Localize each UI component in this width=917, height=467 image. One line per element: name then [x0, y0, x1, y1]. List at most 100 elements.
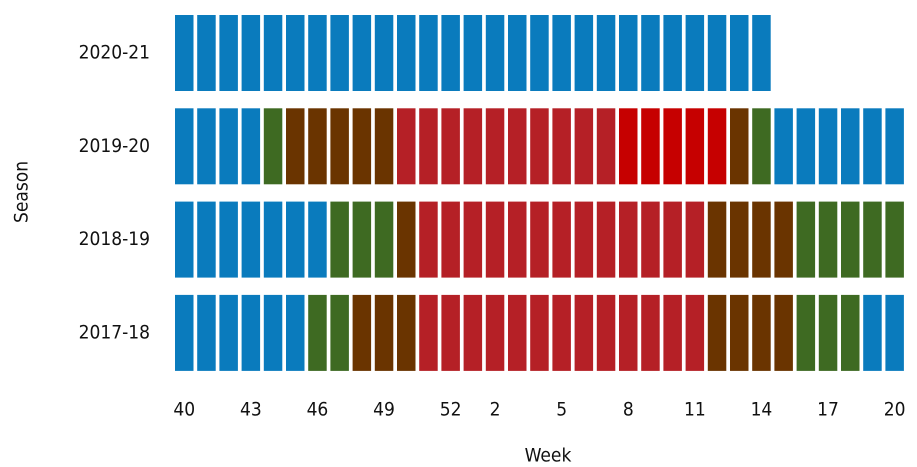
tile: [374, 15, 394, 91]
tile: [685, 15, 705, 91]
tile: [863, 294, 882, 371]
x-tick-label: 49: [373, 399, 395, 421]
x-axis-title: Week: [525, 445, 572, 467]
tile: [841, 294, 860, 371]
tile: [197, 201, 216, 278]
tile: [175, 15, 194, 91]
tile: [219, 201, 238, 278]
tile: [818, 201, 838, 278]
tile: [752, 294, 771, 371]
tile: [397, 201, 416, 278]
x-tick-label: 8: [623, 399, 634, 421]
tile: [374, 294, 394, 371]
tile: [663, 201, 682, 278]
tile: [175, 294, 194, 371]
tile: [463, 15, 483, 91]
tile: [441, 108, 460, 185]
tile: [286, 294, 305, 371]
tile: [330, 15, 349, 91]
tile: [485, 108, 505, 185]
x-tick-label: 2: [490, 399, 501, 421]
tile: [330, 201, 349, 278]
y-tick-label: 2020-21: [79, 42, 150, 64]
tile: [330, 108, 349, 185]
tile: [730, 201, 749, 278]
tile: [352, 201, 372, 278]
tile: [397, 294, 416, 371]
tile: [508, 15, 527, 91]
y-tick-label: 2018-19: [79, 228, 150, 250]
tile: [885, 294, 904, 371]
tile: [263, 201, 283, 278]
tile: [596, 294, 616, 371]
tile: [530, 294, 549, 371]
tile: [818, 294, 838, 371]
tile: [308, 108, 327, 185]
tile: [241, 15, 261, 91]
tile: [552, 294, 571, 371]
tile: [707, 15, 727, 91]
tile: [885, 108, 904, 185]
tile: [441, 294, 460, 371]
x-tick-label: 43: [240, 399, 262, 421]
tile: [419, 294, 438, 371]
x-tick-label: 11: [684, 399, 706, 421]
x-tick-label: 5: [556, 399, 567, 421]
tile: [685, 294, 705, 371]
tile: [419, 15, 438, 91]
tile: [841, 201, 860, 278]
tile: [263, 108, 283, 185]
tile: [330, 294, 349, 371]
tile: [707, 108, 727, 185]
y-tick-label: 2017-18: [79, 321, 150, 343]
tile: [596, 15, 616, 91]
tile: [397, 15, 416, 91]
tile: [263, 294, 283, 371]
x-tick-label: 20: [884, 399, 906, 421]
tile: [552, 108, 571, 185]
tile: [308, 201, 327, 278]
tile: [441, 201, 460, 278]
tile: [574, 294, 594, 371]
tile: [352, 15, 372, 91]
tile: [796, 294, 816, 371]
tile: [707, 201, 727, 278]
x-tick-label: 17: [817, 399, 839, 421]
tile: [574, 108, 594, 185]
tile: [374, 201, 394, 278]
tile: [263, 15, 283, 91]
tile: [308, 15, 327, 91]
y-tick-label: 2019-20: [79, 135, 150, 157]
tile: [241, 294, 261, 371]
tile: [374, 108, 394, 185]
tile: [197, 108, 216, 185]
tile: [596, 201, 616, 278]
tile: [352, 108, 372, 185]
tile: [752, 201, 771, 278]
tile: [619, 108, 638, 185]
tile: [485, 15, 505, 91]
tile: [619, 201, 638, 278]
tile: [774, 108, 793, 185]
tile: [663, 294, 682, 371]
tile: [286, 15, 305, 91]
tile: [219, 15, 238, 91]
tile: [707, 294, 727, 371]
tile: [752, 108, 771, 185]
tile: [286, 201, 305, 278]
tile: [508, 108, 527, 185]
tile: [730, 294, 749, 371]
tile: [796, 201, 816, 278]
tile: [552, 15, 571, 91]
tile: [574, 201, 594, 278]
tile: [619, 294, 638, 371]
tile: [219, 108, 238, 185]
tile: [574, 15, 594, 91]
x-tick-label: 40: [173, 399, 195, 421]
tile: [730, 15, 749, 91]
tile: [863, 201, 882, 278]
tile: [641, 15, 660, 91]
tile: [796, 108, 816, 185]
tile: [552, 201, 571, 278]
